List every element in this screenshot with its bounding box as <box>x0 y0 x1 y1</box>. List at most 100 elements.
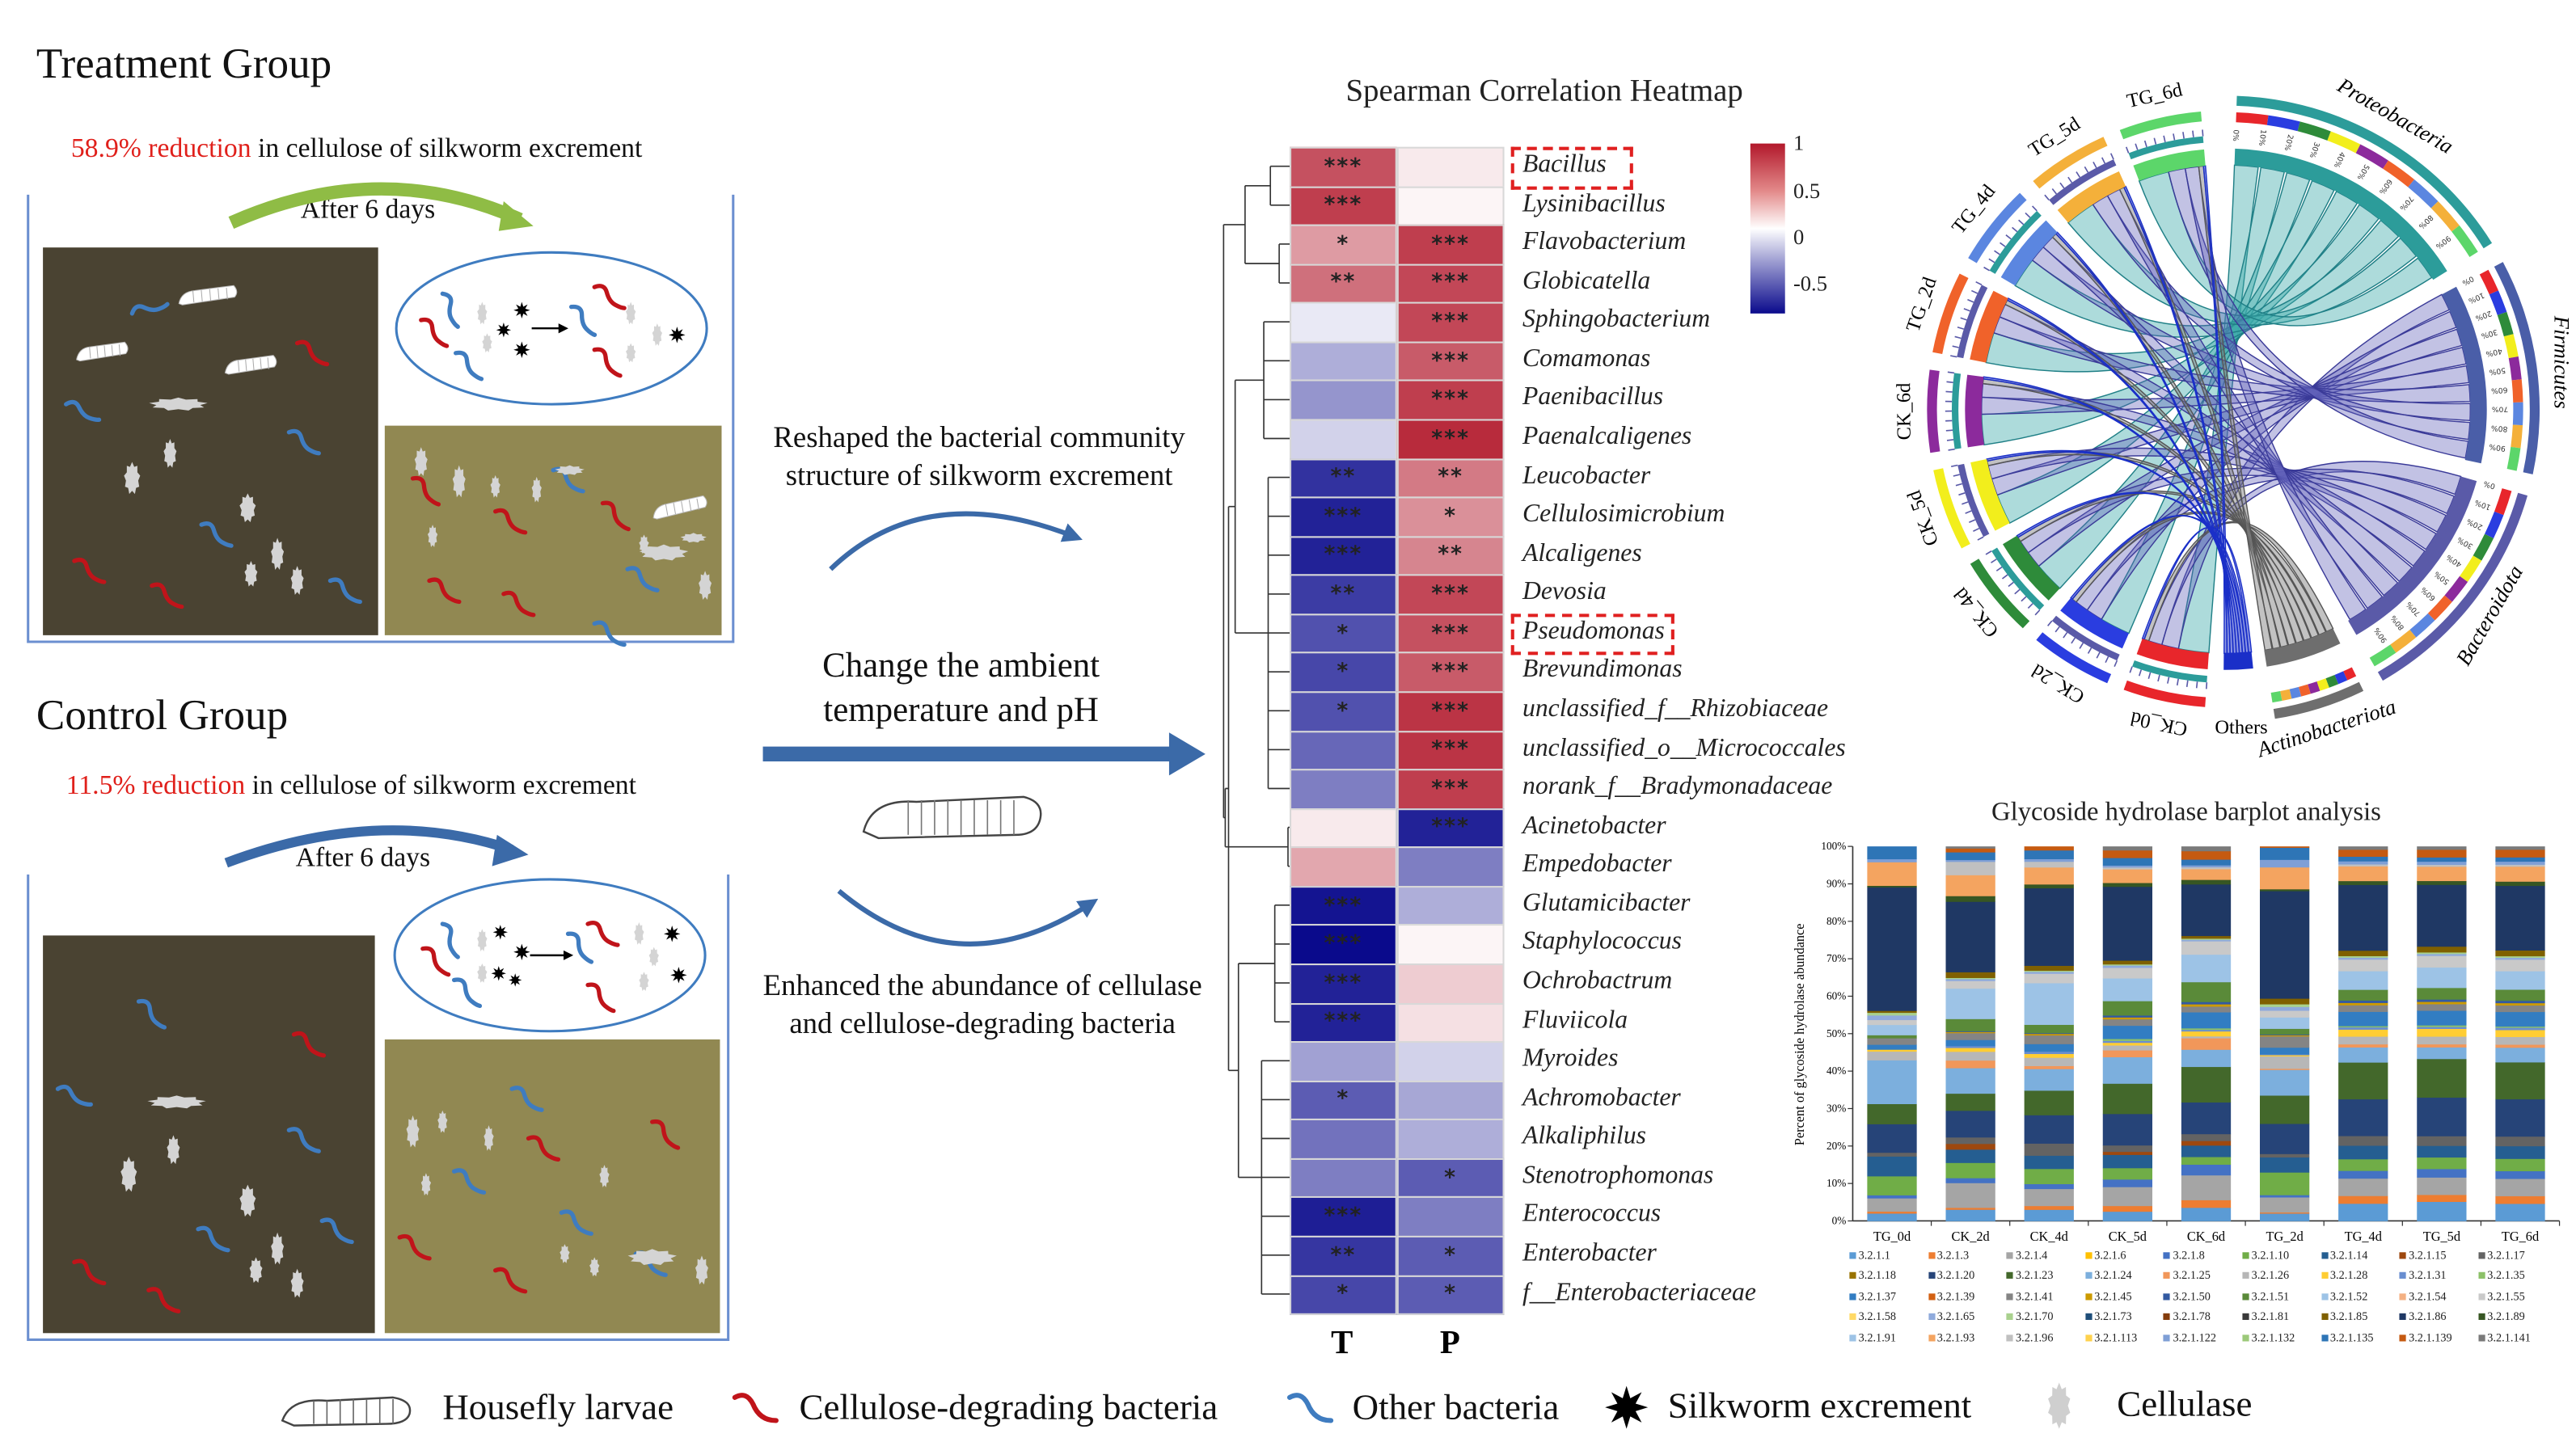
bar-segment <box>1867 1213 1917 1221</box>
legend-item: 3.2.1.37 <box>1849 1290 1896 1303</box>
larva-segment <box>665 504 669 516</box>
heatmap-cell-p: *** <box>1396 224 1505 265</box>
experiment-illustration <box>27 182 1206 1341</box>
cellulase <box>271 538 285 571</box>
sample-outer-arc <box>1968 192 2027 264</box>
bar-segment <box>2495 1062 2545 1100</box>
other-bacterium <box>592 620 627 647</box>
bar-segment <box>1945 1068 1995 1094</box>
bar-segment <box>1945 1039 1995 1047</box>
percent-tick: 90% <box>2434 234 2452 251</box>
legend-label: 3.2.1.81 <box>2251 1310 2290 1324</box>
bar-segment <box>2495 971 2545 990</box>
bar-segment <box>2024 1051 2074 1055</box>
larva-segment <box>260 358 262 370</box>
larva-body <box>652 495 707 520</box>
heatmap-row-label: Devosia <box>1522 577 1607 606</box>
larva-body <box>224 355 277 375</box>
silkworm-excrement <box>670 967 687 984</box>
control-reduction-rest: in cellulose of silkworm excrement <box>245 769 636 800</box>
sample-tick <box>1975 280 1983 286</box>
legend-label: 3.2.1.26 <box>2251 1269 2290 1283</box>
percent-tick: 40% <box>2332 150 2347 169</box>
other-bacterium <box>565 931 594 964</box>
sample-tick <box>1952 345 1959 348</box>
bar-segment <box>2024 1035 2074 1044</box>
bar-segment <box>2102 963 2153 966</box>
legend-swatch <box>1928 1292 1935 1301</box>
bar-segment <box>2024 973 2074 984</box>
bar-segment <box>1867 887 1917 1011</box>
bar-segment <box>2417 1036 2467 1045</box>
sample-tick <box>1977 536 1984 541</box>
bar-segment <box>2417 1028 2467 1037</box>
legend-label: 3.2.1.65 <box>1936 1310 1975 1324</box>
bar-segment <box>2181 1029 2232 1032</box>
colorbar-tick: 0.5 <box>1793 178 1821 204</box>
cellulase <box>560 1244 570 1263</box>
sample-tick-ring <box>1989 210 2042 274</box>
bar-segment <box>2102 850 2153 858</box>
housefly-larva-icon <box>281 1396 412 1427</box>
sample-inner-arc <box>2000 220 2058 286</box>
control-final-substrate <box>384 1039 720 1334</box>
heatmap-row-label: Enterobacter <box>1522 1238 1657 1267</box>
legend-label: 3.2.1.1 <box>1858 1249 1890 1263</box>
cellulase <box>124 462 141 495</box>
legend-label: 3.2.1.52 <box>2329 1289 2368 1304</box>
bar-segment <box>2102 865 2153 868</box>
colorbar <box>1750 143 1785 314</box>
bar-segment <box>1945 852 1995 861</box>
legend-label: 3.2.1.4 <box>2016 1249 2048 1263</box>
heatmap-row-label: Myroides <box>1522 1044 1619 1073</box>
silkworm-excrement <box>496 323 512 338</box>
bar-segment <box>2024 888 2074 966</box>
barplot-y-label: Percent of glycoside hydrolase abundance <box>1792 923 1808 1146</box>
larva-segment <box>252 358 255 371</box>
cellulase <box>680 533 707 543</box>
legend-item: 3.2.1.139 <box>2399 1330 2452 1344</box>
legend-item: 3.2.1.10 <box>2242 1249 2289 1263</box>
heatmap-cell-t: ** <box>1290 574 1397 616</box>
bar-segment <box>2102 1040 2153 1044</box>
bar-segment <box>2338 1170 2388 1179</box>
heatmap-cell-t <box>1290 769 1397 810</box>
treatment-container <box>27 194 735 643</box>
bar-segment <box>1945 1093 1995 1111</box>
phylum-composition-segment <box>2355 144 2388 169</box>
legend-swatch <box>2085 1292 2092 1301</box>
legend-item: 3.2.1.15 <box>2399 1249 2447 1263</box>
x-tick-label: TG_4d <box>2345 1229 2382 1244</box>
cellulase <box>484 1125 494 1151</box>
bar-segment <box>2260 1195 2310 1198</box>
bar-segment <box>2102 1145 2153 1153</box>
heatmap-cell-t <box>1290 302 1397 344</box>
heatmap-cell-p <box>1396 885 1505 926</box>
legend-label: 3.2.1.139 <box>2409 1330 2452 1344</box>
housefly-larva <box>224 355 277 375</box>
larva-segment <box>688 500 692 512</box>
sample-label: TG_2d <box>1902 274 1941 334</box>
bar-segment <box>1945 896 1995 902</box>
sample-inner-arc <box>1965 374 1985 448</box>
percent-tick: 50% <box>2489 365 2506 377</box>
bar-segment <box>2181 1006 2232 1013</box>
cellulase <box>249 1257 263 1284</box>
legend-item: 3.2.1.58 <box>1849 1310 1896 1323</box>
sample-tick <box>1967 298 1974 303</box>
percent-tick: 70% <box>2405 600 2422 618</box>
column-label-t: T <box>1331 1325 1353 1361</box>
heatmap-cell-p: * <box>1396 496 1505 538</box>
percent-tick: 10% <box>2467 290 2485 305</box>
bar-segment <box>2181 1038 2232 1050</box>
other-bacterium <box>327 577 362 605</box>
other-bacterium <box>454 350 484 382</box>
bar-segment <box>2181 869 2232 880</box>
bar-segment <box>2024 1053 2074 1058</box>
bar-segment <box>1867 1156 1917 1177</box>
bar-segment <box>2181 879 2232 885</box>
legend-swatch <box>2399 1292 2407 1301</box>
sample-tick <box>1973 527 1980 532</box>
sample-tick <box>2005 234 2012 240</box>
sample-tick <box>2167 677 2170 684</box>
